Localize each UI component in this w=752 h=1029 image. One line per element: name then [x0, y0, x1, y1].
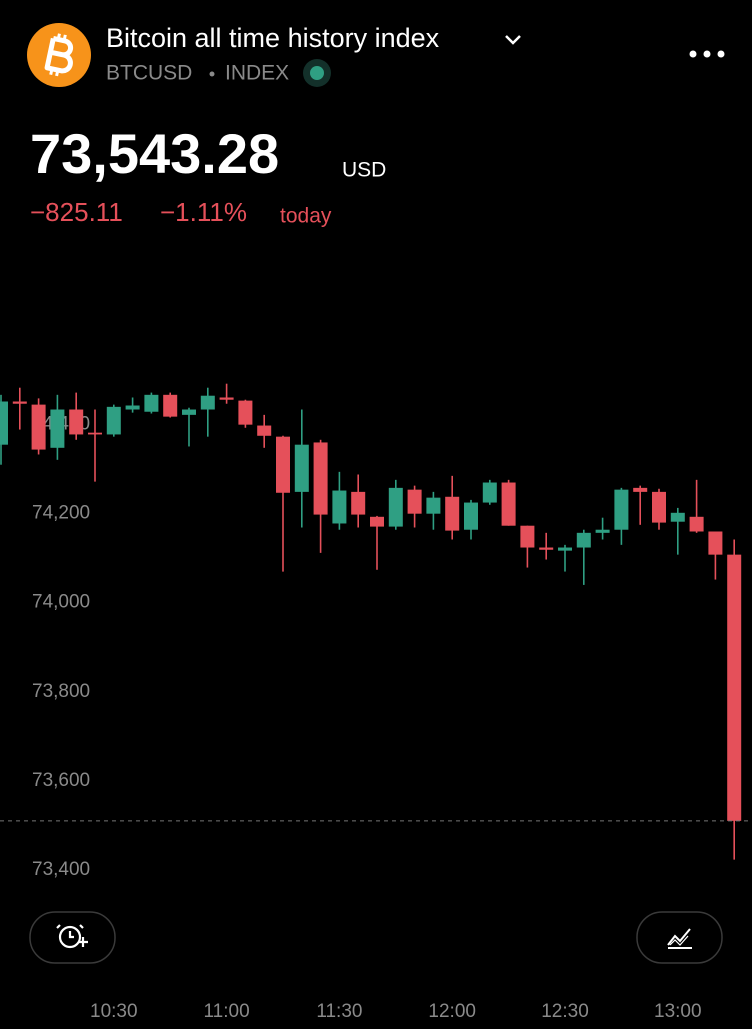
x-tick-label: 12:30 — [541, 1001, 589, 1022]
candle-body — [88, 432, 102, 435]
currency: USD — [342, 159, 386, 182]
candle-body — [652, 491, 666, 523]
candle-body — [576, 532, 591, 548]
change-percent: −1.11% — [160, 197, 247, 227]
candle-body — [182, 409, 196, 415]
candle-body — [689, 516, 704, 532]
candle-body — [727, 554, 742, 821]
alert-icon — [56, 924, 88, 949]
y-tick-label: 73,600 — [32, 770, 90, 791]
candle-body — [407, 489, 422, 514]
x-tick-label: 11:00 — [204, 1001, 250, 1022]
status-dot — [310, 66, 324, 80]
candle-body — [332, 490, 347, 524]
chart-type-icon — [667, 928, 692, 949]
candle-body — [558, 547, 572, 551]
candle-body — [313, 442, 328, 515]
candle-body — [50, 409, 65, 448]
x-tick-label: 13:00 — [654, 1001, 702, 1022]
candle-body — [426, 497, 441, 514]
chart-type-button[interactable] — [636, 911, 723, 964]
change: −825.11 — [30, 197, 123, 227]
candle-body — [482, 482, 497, 503]
candle-body — [276, 436, 290, 493]
candle-body — [501, 482, 516, 526]
y-tick-label: 74,000 — [32, 592, 90, 613]
candle-body — [370, 516, 384, 527]
x-tick-label: 10:30 — [90, 1001, 138, 1022]
exchange: INDEX — [225, 62, 289, 85]
y-tick-label: 73,400 — [32, 859, 90, 880]
instrument-title[interactable]: Bitcoin all time history index — [106, 23, 440, 53]
candle-body — [200, 395, 215, 410]
candle-body — [69, 409, 84, 435]
separator-dot — [209, 71, 215, 77]
candle-body — [614, 489, 629, 530]
candle-body — [351, 491, 366, 515]
candle-body — [539, 547, 554, 550]
candle-body — [125, 405, 140, 410]
x-tick-label: 12:00 — [428, 1001, 476, 1022]
x-tick-label: 11:30 — [316, 1001, 362, 1022]
candle-body — [163, 394, 178, 417]
candle-body — [445, 496, 460, 531]
candle-body — [31, 404, 46, 450]
candle-body — [595, 529, 610, 533]
candle-body — [670, 512, 685, 522]
candle-body — [219, 397, 234, 400]
candle-body — [12, 401, 27, 404]
candle-body — [708, 531, 723, 555]
candle-body — [144, 394, 159, 412]
y-tick-label: 74,200 — [32, 503, 90, 524]
candle-body — [633, 487, 648, 492]
change-period: today — [280, 205, 332, 228]
candle-body — [464, 502, 478, 530]
symbol: BTCUSD — [106, 62, 192, 85]
price: 73,543.28 — [30, 122, 279, 185]
y-tick-label: 73,800 — [32, 681, 90, 702]
candle-body — [238, 400, 253, 425]
more-menu[interactable] — [689, 50, 725, 58]
title-chevron[interactable] — [505, 35, 521, 45]
candle-body — [520, 525, 535, 548]
candle-body — [106, 406, 121, 435]
bitcoin-glyph — [44, 33, 74, 77]
candle-body — [0, 401, 8, 445]
candle-body — [294, 444, 309, 492]
plot: 73,40073,60073,80074,00074,20074,40010:3… — [0, 383, 752, 1022]
candle-body — [257, 425, 272, 436]
candle-body — [388, 487, 403, 527]
